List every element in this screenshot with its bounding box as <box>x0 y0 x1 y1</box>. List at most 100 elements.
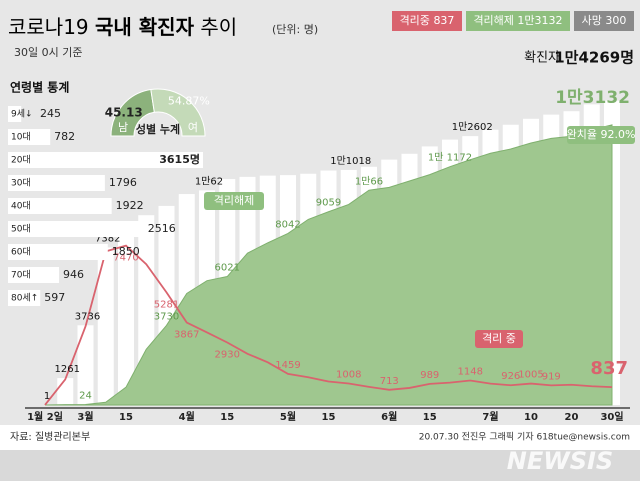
data-label: 3867 <box>174 330 199 341</box>
end-label: 1만3132 <box>555 88 630 108</box>
area <box>44 124 613 406</box>
category-label: 80세↑ <box>11 293 38 304</box>
watermark: NEWSIS <box>507 447 613 475</box>
legend-entry: 사망 300 <box>582 14 627 27</box>
category-label: 여 <box>188 121 198 134</box>
bar <box>8 221 144 237</box>
data-label: 24 <box>79 390 92 401</box>
title-part: 국내 확진자 <box>95 15 195 39</box>
chart-title: 코로나19 국내 확진자 추이 <box>8 15 237 39</box>
data-label: 1459 <box>275 360 300 371</box>
credit: 20.07.30 전진우 그래픽 기자 618tue@newsis.com <box>419 432 630 443</box>
annotation: 격리 중 <box>482 332 516 345</box>
data-label: 946 <box>63 268 84 281</box>
callout-box <box>204 192 264 210</box>
x-tick-label: 3월 <box>77 411 93 423</box>
annotation: 완치율 92.0% <box>567 128 636 141</box>
legend-name: 격리해제 <box>473 13 513 27</box>
data-label: 1만2602 <box>452 121 493 133</box>
data-label: 3730 <box>154 311 179 322</box>
subtitle: 30일 0시 기준 <box>14 45 82 59</box>
unit: (단위: 명) <box>272 23 318 36</box>
category-label: 40대 <box>11 201 31 212</box>
x-tick-label: 15 <box>322 412 336 423</box>
data-label: 926 <box>501 371 520 382</box>
bottom-band <box>0 450 640 481</box>
data-label: 919 <box>542 371 561 382</box>
data-label: 597 <box>44 291 65 304</box>
source: 자료: 질병관리본부 <box>10 431 90 443</box>
data-label: 7470 <box>113 253 138 264</box>
bar <box>57 378 74 405</box>
x-tick-label: 1월 2일 <box>27 410 63 423</box>
x-tick-label: 4월 <box>179 411 195 423</box>
bar <box>8 290 41 306</box>
data-label: 1만1018 <box>330 155 371 167</box>
data-label: 3615명 <box>159 152 200 166</box>
data-label: 1만66 <box>355 175 383 187</box>
data-label: 713 <box>380 376 399 387</box>
data-label: 6021 <box>215 263 240 274</box>
series-name: 확진자 <box>524 51 560 66</box>
data-label: 1만62 <box>195 175 223 187</box>
data-label: 1005 <box>518 370 543 381</box>
data-label: 2930 <box>215 349 240 360</box>
panel-title: 연령별 통계 <box>10 80 69 95</box>
legend-box <box>574 11 634 31</box>
x-tick-label: 6월 <box>381 411 397 423</box>
bar <box>8 198 112 214</box>
legend-box <box>466 11 570 31</box>
legend-name: 격리중 <box>400 14 430 27</box>
data-label: 1261 <box>55 364 80 375</box>
category-label: 10대 <box>11 132 31 143</box>
data-label: 8042 <box>275 219 300 230</box>
end-label: 1만4269명 <box>554 49 634 67</box>
x-tick-label: 15 <box>220 412 234 423</box>
callout: 격리해제 <box>214 193 254 207</box>
data-label: 1 <box>44 391 50 402</box>
bar <box>8 267 60 283</box>
data-label: 1148 <box>458 367 483 378</box>
bar <box>97 247 114 405</box>
data-label: 1922 <box>116 199 144 212</box>
x-tick-label: 15 <box>423 412 437 423</box>
data-label: 45.13 <box>105 106 143 120</box>
pie-title: 성별 누계 <box>136 122 180 136</box>
category-label: 20대 <box>11 155 31 166</box>
category-label: 30대 <box>11 178 31 189</box>
bar <box>77 325 94 405</box>
data-label: 782 <box>54 130 75 143</box>
legend-value: 300 <box>605 14 626 27</box>
data-label: 5281 <box>154 299 179 310</box>
legend-entry: 격리해제 1만3132 <box>473 13 562 27</box>
end-label: 837 <box>590 358 628 379</box>
callout-box <box>475 330 523 348</box>
x-tick-label: 20 <box>565 412 579 423</box>
category-label: 70대 <box>11 270 31 281</box>
category-label: 남 <box>118 121 128 134</box>
data-label: 989 <box>420 370 439 381</box>
data-label: 7382 <box>95 234 120 245</box>
title-part: 코로나19 <box>8 15 89 39</box>
x-tick-label: 30일 <box>600 410 623 423</box>
data-label: 1796 <box>109 176 137 189</box>
bar <box>8 106 22 122</box>
data-label: 245 <box>40 107 61 120</box>
bar <box>8 152 203 168</box>
bar <box>118 230 134 405</box>
legend-value: 837 <box>433 14 454 27</box>
line <box>44 244 613 406</box>
category-label: 9세↓ <box>11 109 33 120</box>
bar <box>8 129 51 145</box>
data-label: 54.87% <box>168 95 210 108</box>
legend-value: 1만3132 <box>517 14 562 27</box>
x-tick-label: 15 <box>119 412 133 423</box>
title-part: 추이 <box>200 15 237 39</box>
category-label: 60대 <box>11 247 31 258</box>
legend-box <box>392 11 462 31</box>
data-label: 1850 <box>112 245 140 258</box>
legend-entry: 격리중 837 <box>400 14 455 27</box>
data-label: 3736 <box>75 311 100 322</box>
data-label: 1008 <box>336 369 361 380</box>
